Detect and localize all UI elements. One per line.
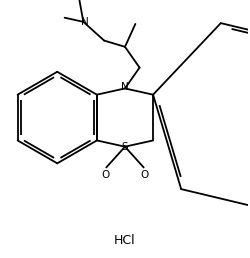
Text: S: S [121,142,128,152]
Text: O: O [140,170,148,180]
Text: O: O [101,170,109,180]
Text: N: N [120,82,128,92]
Text: HCl: HCl [114,234,135,247]
Text: N: N [80,17,88,27]
